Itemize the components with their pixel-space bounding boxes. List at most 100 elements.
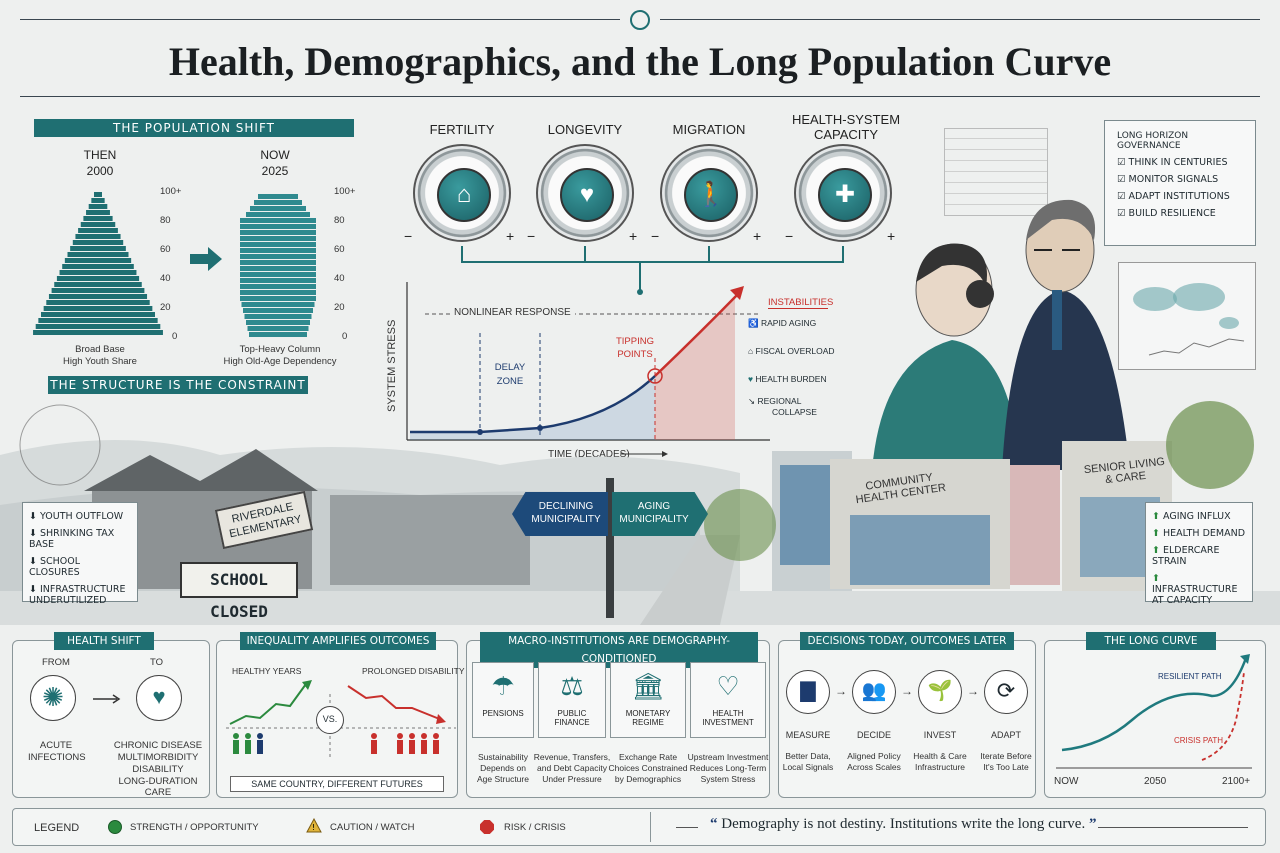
instabilities-header: INSTABILITIES [768, 297, 834, 308]
pyramid-bar [250, 206, 306, 211]
legend-strength: STRENGTH / OPPORTUNITY [130, 822, 259, 833]
legend-bar [12, 808, 1266, 846]
delay-zone-2: ZONE [496, 376, 524, 387]
step-arrow-icon: → [835, 684, 847, 698]
health-capacity-dial[interactable]: ✚ [794, 144, 892, 242]
crisis-path-label: CRISIS PATH [1174, 736, 1224, 745]
from-1: ACUTE [39, 740, 73, 751]
governance-item: ☑ BUILD RESILIENCE [1117, 208, 1216, 219]
delay-zone-1: DELAY [494, 362, 526, 373]
tick-now: NOW [1054, 776, 1079, 787]
pensions-desc: Sustainability Depends on Age Structure [477, 752, 529, 784]
stress-xlabel: TIME (DECADES) [548, 449, 630, 460]
pyramid-bar [240, 278, 316, 283]
longevity-dial[interactable]: ♥ [536, 144, 634, 242]
governance-item: ☑ THINK IN CENTURIES [1117, 157, 1228, 168]
fertility-minus[interactable]: − [404, 228, 413, 244]
pyramid-bar [70, 246, 126, 251]
healthy-years-label: HEALTHY YEARS [232, 666, 302, 676]
pyramid-bar [94, 192, 102, 197]
from-2: INFECTIONS [28, 752, 86, 763]
pyramid-bar [240, 272, 316, 277]
then-year: 2000 [86, 164, 114, 178]
warning-triangle-icon: ! [306, 818, 322, 833]
heartbeat-icon: ♥ [579, 181, 595, 208]
pyramid-2025 [240, 194, 316, 337]
vs-badge: VS. [316, 706, 344, 734]
dial-label-longevity: LONGEVITY [547, 122, 623, 137]
long-curve-panel [1044, 640, 1266, 798]
fertility-plus[interactable]: + [506, 228, 515, 244]
pyramid-bar [64, 258, 132, 263]
then-label: THEN [83, 148, 117, 162]
same-country-banner: SAME COUNTRY, DIFFERENT FUTURES [230, 776, 444, 792]
legend-label: LEGEND [34, 822, 80, 834]
pyramid-bar [56, 276, 140, 281]
public-finance-desc: Revenue, Transfers, and Debt Capacity Unde… [533, 752, 611, 784]
decide-step: DECIDE Aligned Policy Across Scales [847, 730, 901, 772]
migration-minus[interactable]: − [651, 228, 660, 244]
longevity-plus[interactable]: + [629, 228, 638, 244]
two-officials-illustration [872, 199, 1130, 470]
tick-2050: 2050 [1144, 776, 1167, 787]
pyramid-bar [62, 264, 134, 269]
measure-step: MEASURE Better Data, Local Signals [782, 730, 834, 772]
pyramid-bar [41, 312, 155, 317]
migration-plus[interactable]: + [753, 228, 762, 244]
quote-rule-right [1098, 827, 1248, 828]
monetary-regime-desc: Exchange Rate Choices Constrained by Demog… [608, 752, 688, 784]
capacity-plus[interactable]: + [887, 228, 896, 244]
pyramid-bar [80, 222, 116, 227]
decisions-header: DECISIONS TODAY, OUTCOMES LATER [800, 632, 1014, 650]
scales-icon: ⚖ [560, 671, 584, 701]
tipping-points-1: TIPPING [615, 336, 654, 347]
title-top-rule-right [660, 19, 1260, 20]
pyramid-bar [43, 306, 153, 311]
pyramid-bar [240, 266, 316, 271]
closing-quote: “ Demography is not destiny. Institution… [710, 816, 1097, 832]
pyramid-bar [33, 330, 163, 335]
invest-step: INVEST Health & Care Infrastructure [913, 730, 967, 772]
step-arrow-icon: → [901, 684, 913, 698]
pyramid-bar [244, 314, 312, 319]
migration-dial[interactable]: 🚶 [660, 144, 758, 242]
dial-label-migration: MIGRATION [672, 122, 746, 137]
age-axis-then: 100+ 80 60 40 20 0 [160, 186, 182, 342]
compass-ornament-icon [630, 10, 650, 30]
calendar-drawing [944, 128, 1048, 216]
health-investment-desc: Upstream Investment Reduces Long-Term Syst… [687, 752, 769, 784]
green-circle-icon [108, 820, 122, 834]
health-shift-header: HEALTH SHIFT [54, 632, 154, 650]
resilient-path-label: RESILIENT PATH [1158, 672, 1222, 681]
pyramid-bar [51, 288, 145, 293]
pyramid-bar [48, 294, 148, 299]
pyramid-bar [35, 324, 161, 329]
legend-divider [650, 812, 651, 842]
declining-municipality-sign[interactable]: DECLINING MUNICIPALITY [512, 492, 608, 536]
arrow-right-icon [93, 694, 121, 704]
pyramid-bar [240, 230, 316, 235]
to-list: CHRONIC DISEASE MULTIMORBIDITY DISABILIT… [113, 740, 203, 798]
pyramid-bar [240, 254, 316, 259]
declining-chart-icon: ↘ [748, 396, 756, 406]
town-landscape-illustration [0, 401, 1280, 625]
to-label: TO [150, 657, 164, 668]
seedling-icon: 🌱 [918, 670, 962, 714]
dial-label-health-capacity: HEALTH-SYSTEM CAPACITY [791, 112, 901, 142]
pyramid-bar [86, 210, 110, 215]
aging-factors-box: ⬆ AGING INFLUX ⬆ HEALTH DEMAND ⬆ ELDERCA… [1145, 502, 1253, 606]
pyramid-bar [88, 204, 108, 209]
pyramid-bar [243, 308, 313, 313]
pyramid-bar [78, 228, 118, 233]
population-shift-header: THE POPULATION SHIFT [34, 119, 354, 137]
fertility-dial[interactable]: ⌂ [413, 144, 511, 242]
aging-municipality-sign[interactable]: AGING MUNICIPALITY [612, 492, 708, 536]
pyramid-bar [247, 326, 309, 331]
governance-header: LONG HORIZON GOVERNANCE [1117, 131, 1189, 151]
capacity-minus[interactable]: − [785, 228, 794, 244]
then-caption-1: Broad Base [75, 344, 125, 355]
longevity-minus[interactable]: − [527, 228, 536, 244]
cycle-arrows-icon: ⟳ [984, 670, 1028, 714]
pyramid-bar [83, 216, 113, 221]
dial-connectors [461, 246, 844, 295]
